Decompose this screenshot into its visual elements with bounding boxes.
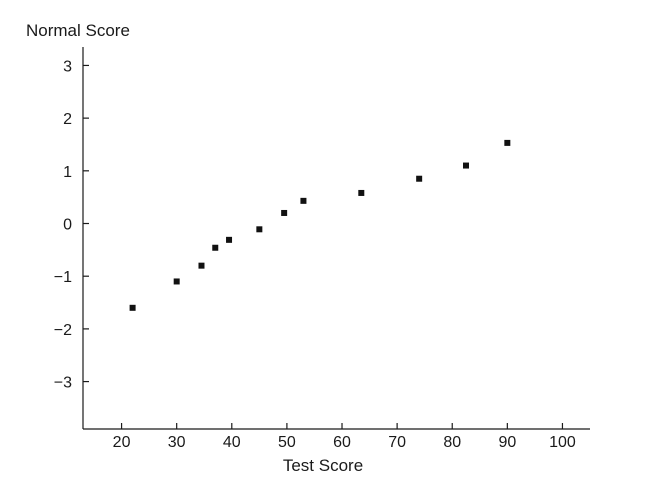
x-tick-label: 40 <box>223 434 241 451</box>
data-point <box>416 175 423 182</box>
data-point <box>463 162 470 169</box>
y-tick-label: 1 <box>63 164 72 181</box>
data-point <box>281 209 288 216</box>
x-tick-label: 20 <box>113 434 131 451</box>
y-tick-label: −1 <box>54 269 72 286</box>
x-tick-label: 30 <box>168 434 186 451</box>
data-point <box>358 189 365 196</box>
data-point <box>300 197 307 204</box>
data-point <box>198 262 205 269</box>
axes: 20 30 40 50 60 70 80 90 100 3 2 1 0 −1 −2 −3 <box>54 47 590 451</box>
x-tick-label: 100 <box>549 434 576 451</box>
data-point <box>226 236 233 243</box>
y-tick-label: 2 <box>63 111 72 128</box>
y-tick-label: 3 <box>63 58 72 75</box>
data-point <box>173 278 180 285</box>
data-point <box>504 139 511 146</box>
y-tick-label: −2 <box>54 322 72 339</box>
data-point <box>212 244 219 251</box>
y-axis-title: Normal Score <box>26 21 130 40</box>
y-tick-label: 0 <box>63 217 72 234</box>
x-tick-label: 60 <box>333 434 351 451</box>
x-axis-title: Test Score <box>283 456 363 475</box>
y-tick-label: −3 <box>54 375 72 392</box>
data-points <box>129 139 511 311</box>
x-tick-label: 80 <box>443 434 461 451</box>
data-point <box>256 226 263 233</box>
data-point <box>129 304 136 311</box>
x-tick-label: 50 <box>278 434 296 451</box>
x-tick-label: 90 <box>498 434 516 451</box>
x-tick-label: 70 <box>388 434 406 451</box>
